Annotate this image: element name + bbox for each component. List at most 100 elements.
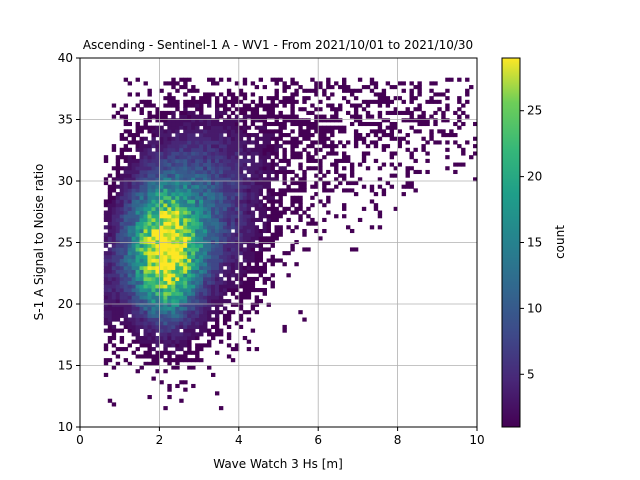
heatmap-cell xyxy=(195,350,200,355)
heatmap-cell xyxy=(155,177,160,182)
heatmap-cell xyxy=(242,144,248,149)
heatmap-cell xyxy=(203,317,208,322)
heatmap-cell xyxy=(222,206,228,211)
heatmap-cell xyxy=(179,232,184,237)
heatmap-cell xyxy=(326,169,331,175)
heatmap-cell xyxy=(429,81,434,86)
heatmap-cell xyxy=(107,313,113,318)
heatmap-cell xyxy=(131,291,136,296)
heatmap-cell xyxy=(250,81,256,86)
heatmap-cell xyxy=(139,310,144,315)
heatmap-cell xyxy=(163,295,168,300)
heatmap-cell xyxy=(131,177,136,182)
heatmap-cell xyxy=(195,343,200,348)
heatmap-cell xyxy=(234,96,240,101)
heatmap-cell xyxy=(195,310,200,315)
heatmap-cell xyxy=(421,114,426,119)
heatmap-cell xyxy=(127,206,133,211)
heatmap-cell xyxy=(266,258,271,263)
heatmap-cell xyxy=(207,103,212,108)
heatmap-cell xyxy=(214,225,220,230)
heatmap-cell xyxy=(115,236,121,241)
heatmap-cell xyxy=(274,210,279,215)
heatmap-cell xyxy=(115,225,121,230)
heatmap-cell xyxy=(159,269,164,274)
heatmap-cell xyxy=(338,107,343,112)
heatmap-cell xyxy=(258,181,264,186)
heatmap-cell xyxy=(199,192,204,197)
heatmap-cell xyxy=(361,107,367,112)
heatmap-cell xyxy=(218,136,224,141)
heatmap-cell xyxy=(191,177,196,182)
heatmap-cell xyxy=(318,136,323,141)
heatmap-cell xyxy=(262,214,267,219)
heatmap-cell xyxy=(135,251,140,256)
heatmap-cell xyxy=(187,192,192,197)
heatmap-cell xyxy=(179,354,184,359)
heatmap-cell xyxy=(123,265,129,270)
heatmap-cell xyxy=(127,217,133,222)
heatmap-cell xyxy=(226,121,232,127)
heatmap-cell xyxy=(397,140,402,145)
heatmap-cell xyxy=(147,147,152,152)
heatmap-cell xyxy=(123,236,129,241)
heatmap-cell xyxy=(123,276,129,282)
heatmap-cell xyxy=(151,103,156,108)
heatmap-cell xyxy=(115,110,121,115)
heatmap-cell xyxy=(115,221,121,226)
heatmap-cell xyxy=(159,217,164,222)
heatmap-cell xyxy=(107,324,113,329)
heatmap-cell xyxy=(119,192,125,197)
heatmap-cell xyxy=(119,288,125,293)
heatmap-cell xyxy=(163,335,168,341)
heatmap-cell xyxy=(286,114,291,119)
heatmap-cell xyxy=(226,169,232,175)
heatmap-cell xyxy=(103,361,109,366)
heatmap-cell xyxy=(302,147,307,152)
heatmap-cell xyxy=(373,206,379,211)
heatmap-cell xyxy=(222,158,228,163)
heatmap-cell xyxy=(187,251,192,256)
heatmap-cell xyxy=(226,155,232,160)
heatmap-cell xyxy=(222,192,228,197)
heatmap-cell xyxy=(131,228,136,234)
heatmap-cell xyxy=(326,96,331,101)
heatmap-cell xyxy=(211,299,216,304)
heatmap-cell xyxy=(207,151,212,156)
heatmap-cell xyxy=(155,354,160,359)
heatmap-cell xyxy=(167,291,172,296)
heatmap-cell xyxy=(226,107,232,112)
heatmap-cell xyxy=(465,92,470,97)
heatmap-cell xyxy=(163,206,168,211)
heatmap-cell xyxy=(250,225,256,230)
heatmap-cell xyxy=(298,181,303,186)
heatmap-cell xyxy=(147,276,152,282)
heatmap-cell xyxy=(119,177,125,182)
heatmap-cell xyxy=(230,144,236,149)
heatmap-cell xyxy=(179,217,184,222)
heatmap-cell xyxy=(238,99,244,104)
heatmap-cell xyxy=(389,129,395,134)
heatmap-cell xyxy=(139,228,144,234)
heatmap-cell xyxy=(234,188,240,193)
heatmap-cell xyxy=(214,240,220,245)
heatmap-cell xyxy=(199,136,204,141)
heatmap-cell xyxy=(302,228,307,234)
heatmap-cell xyxy=(405,133,410,138)
heatmap-cell xyxy=(171,243,176,248)
heatmap-cell xyxy=(218,133,224,138)
heatmap-cell xyxy=(405,118,410,123)
heatmap-cell xyxy=(326,151,331,156)
heatmap-cell xyxy=(417,169,422,175)
heatmap-cell xyxy=(322,228,327,234)
heatmap-cell xyxy=(111,284,117,289)
heatmap-cell xyxy=(191,155,196,160)
heatmap-cell xyxy=(218,77,224,82)
heatmap-cell xyxy=(207,203,212,208)
colorbar-tick-label: 20 xyxy=(527,170,542,184)
heatmap-cell xyxy=(123,284,129,289)
heatmap-cell xyxy=(111,144,117,149)
heatmap-cell xyxy=(135,129,140,134)
heatmap-cell xyxy=(143,254,148,259)
heatmap-cell xyxy=(131,155,136,160)
